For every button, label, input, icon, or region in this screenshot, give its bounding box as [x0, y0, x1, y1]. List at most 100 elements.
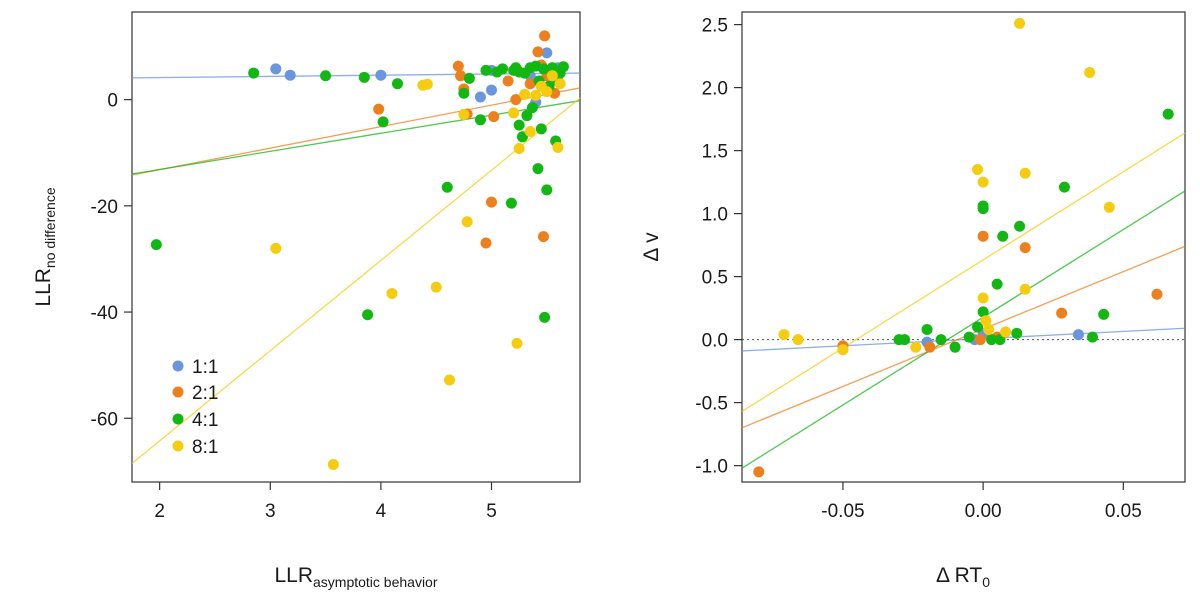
- left-point-4-1: [391, 78, 403, 90]
- left-x-tick-label: 5: [486, 501, 497, 522]
- left-fit-lines: [131, 72, 581, 464]
- right-y-tick-label: 2.0: [702, 79, 728, 100]
- left-point-4-1: [474, 114, 486, 126]
- right-y-tick-label: -0.5: [695, 394, 728, 415]
- left-point-2-1: [455, 70, 467, 82]
- left-x-axis-title: LLRasymptotic behavior: [274, 564, 437, 590]
- right-x-axis: -0.05 0.00 0.05: [821, 482, 1142, 522]
- right-y-axis-title: Δ v: [640, 232, 663, 262]
- left-point-8-1: [386, 287, 398, 299]
- left-point-8-1: [461, 216, 473, 228]
- right-point-4-1: [977, 200, 989, 212]
- right-point-4-1: [1086, 331, 1098, 343]
- left-fit-line-8-1: [131, 97, 581, 464]
- left-point-8-1: [546, 70, 558, 82]
- left-point-4-1: [537, 63, 549, 75]
- right-point-2-1: [977, 230, 989, 242]
- left-point-4-1: [458, 87, 470, 99]
- right-point-4-1: [921, 324, 933, 336]
- left-point-2-1: [480, 237, 492, 249]
- right-point-4-1: [1162, 108, 1174, 120]
- right-point-2-1: [1019, 242, 1031, 254]
- left-point-1-1: [284, 69, 296, 81]
- right-fit-line-1-1: [741, 327, 1186, 352]
- left-point-4-1: [463, 72, 475, 84]
- left-x-tick-label: 4: [376, 501, 387, 522]
- right-point-4-1: [963, 331, 975, 343]
- right-fit-lines: [741, 132, 1186, 469]
- left-point-8-1: [508, 107, 520, 119]
- left-fit-line-1-1: [131, 72, 581, 79]
- right-point-8-1: [1000, 326, 1012, 338]
- right-point-2-1: [1056, 307, 1068, 319]
- left-point-4-1: [516, 131, 528, 143]
- left-y-axis-title: LLRno difference: [32, 187, 58, 306]
- right-panel: -0.05 0.00 0.05 -1.0 -0.5 0.0 0.5 1.0 1.5 2.0 2.5…: [640, 11, 1186, 590]
- left-point-8-1: [524, 125, 536, 137]
- left-point-8-1: [513, 142, 525, 154]
- right-point-4-1: [997, 230, 1009, 242]
- right-point-8-1: [837, 344, 849, 356]
- left-point-8-1: [430, 281, 442, 293]
- right-point-2-1: [1151, 288, 1163, 300]
- left-point-4-1: [441, 181, 453, 193]
- left-point-8-1: [270, 242, 282, 254]
- right-point-8-1: [980, 315, 992, 327]
- right-point-4-1: [949, 341, 961, 353]
- left-point-2-1: [488, 111, 500, 123]
- left-y-tick-label: 0: [107, 91, 118, 112]
- right-point-8-1: [977, 176, 989, 188]
- left-point-4-1: [532, 163, 544, 175]
- left-point-2-1: [452, 60, 464, 72]
- right-x-tick-label: 0.00: [965, 501, 1002, 522]
- left-fit-line-4-1: [131, 100, 581, 175]
- left-point-4-1: [526, 102, 538, 114]
- right-point-8-1: [1019, 167, 1031, 179]
- right-point-8-1: [1019, 283, 1031, 295]
- right-point-4-1: [1098, 308, 1110, 320]
- left-y-axis-title-main: LLR: [32, 268, 55, 307]
- left-point-4-1: [513, 119, 525, 131]
- left-point-1-1: [541, 47, 553, 59]
- right-point-8-1: [1103, 201, 1115, 213]
- left-point-4-1: [541, 184, 553, 196]
- right-point-4-1: [1014, 220, 1026, 232]
- right-y-tick-label: -1.0: [695, 457, 728, 478]
- legend-marker-1-1: [172, 360, 184, 372]
- left-x-tick-label: 2: [154, 501, 165, 522]
- legend-marker-8-1: [172, 440, 184, 452]
- left-point-8-1: [458, 108, 470, 120]
- left-points: [150, 30, 569, 470]
- left-x-axis-title-main: LLR: [274, 564, 313, 587]
- left-point-8-1: [552, 141, 564, 153]
- right-fit-line-4-1: [741, 190, 1186, 469]
- left-point-4-1: [535, 123, 547, 135]
- left-y-axis: -60 -40 -20 0: [91, 91, 132, 430]
- left-x-axis: 2 3 4 5: [154, 482, 497, 522]
- left-fit-line-2-1: [131, 87, 581, 176]
- right-point-4-1: [899, 334, 911, 346]
- left-point-8-1: [421, 78, 433, 90]
- left-point-4-1: [497, 63, 509, 75]
- right-point-4-1: [994, 334, 1006, 346]
- right-point-8-1: [1084, 66, 1096, 78]
- left-point-4-1: [546, 62, 558, 74]
- left-point-2-1: [537, 231, 549, 243]
- right-point-2-1: [974, 334, 986, 346]
- right-y-tick-label: 2.5: [702, 16, 728, 37]
- right-point-4-1: [935, 334, 947, 346]
- right-y-axis: -1.0 -0.5 0.0 0.5 1.0 1.5 2.0 2.5: [695, 16, 742, 478]
- left-y-tick-label: -40: [91, 303, 118, 324]
- legend-label-1-1: 1:1: [192, 357, 218, 378]
- left-point-2-1: [373, 103, 385, 115]
- right-x-axis-title-sub: 0: [982, 574, 990, 590]
- left-point-2-1: [532, 46, 544, 58]
- left-point-4-1: [377, 116, 389, 128]
- right-y-tick-label: 1.5: [702, 142, 728, 163]
- left-point-4-1: [480, 64, 492, 76]
- left-point-4-1: [505, 197, 517, 209]
- left-point-2-1: [510, 94, 522, 106]
- left-point-2-1: [502, 75, 514, 87]
- left-point-1-1: [375, 69, 387, 81]
